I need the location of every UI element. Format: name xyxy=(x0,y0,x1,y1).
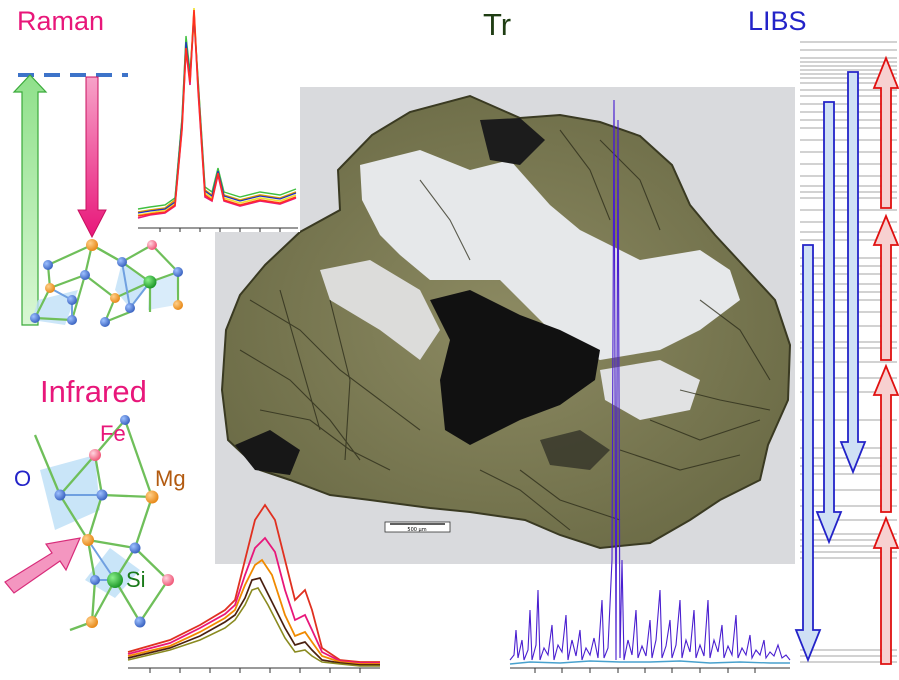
libs-excitation-arrow xyxy=(872,515,899,665)
infrared-diagram xyxy=(4,415,174,632)
mg-label: Mg xyxy=(155,466,186,491)
libs-emission-arrow xyxy=(794,244,822,663)
si-label: Si xyxy=(126,567,146,592)
fe-label: Fe xyxy=(100,421,126,446)
libs-label: LIBS xyxy=(748,6,807,36)
raman-label: Raman xyxy=(17,6,104,36)
libs-excitation-arrow xyxy=(872,213,899,361)
scattering-arrow xyxy=(77,76,107,239)
raman-lattice xyxy=(30,239,183,327)
raman-diagram xyxy=(12,73,183,327)
infrared-label: Infrared xyxy=(40,374,147,409)
libs-excitation-arrow xyxy=(872,363,899,513)
tr-label: Tr xyxy=(483,7,511,42)
libs-diagram xyxy=(794,41,899,665)
infrared-spectrum xyxy=(127,503,380,673)
infrared-arrow xyxy=(4,537,81,594)
libs-emission-arrow xyxy=(815,101,843,545)
scale-bar-label: 500 µm xyxy=(407,527,426,533)
o-label: O xyxy=(14,466,31,491)
thin-section-micrograph: 500 µm xyxy=(215,87,795,564)
excitation-arrow xyxy=(12,74,48,326)
libs-spectrum xyxy=(509,99,791,673)
raman-spectrum xyxy=(135,0,300,232)
libs-emission-arrow xyxy=(839,71,867,475)
libs-excitation-arrow xyxy=(872,55,899,209)
